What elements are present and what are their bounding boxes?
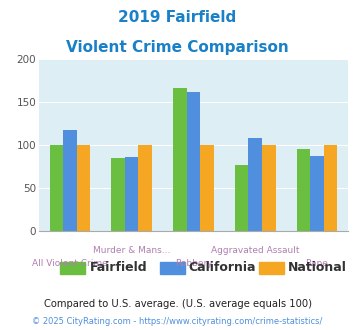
Bar [125, 157, 138, 231]
Text: Robbery: Robbery [175, 259, 212, 268]
Bar [50, 145, 63, 231]
Bar [200, 145, 214, 231]
Text: National: National [288, 261, 347, 275]
Bar [111, 158, 125, 231]
Text: Murder & Mans...: Murder & Mans... [93, 246, 170, 255]
Bar [262, 145, 275, 231]
Text: Aggravated Assault: Aggravated Assault [211, 246, 300, 255]
Text: Fairfield: Fairfield [89, 261, 147, 275]
Text: Rape: Rape [306, 259, 328, 268]
Bar [324, 145, 337, 231]
Text: California: California [189, 261, 256, 275]
Bar [248, 138, 262, 231]
Text: Compared to U.S. average. (U.S. average equals 100): Compared to U.S. average. (U.S. average … [44, 299, 311, 309]
Bar [235, 165, 248, 231]
Bar [77, 145, 90, 231]
Bar [297, 149, 310, 231]
Bar [63, 130, 77, 231]
Bar [138, 145, 152, 231]
Text: 2019 Fairfield: 2019 Fairfield [118, 10, 237, 25]
Bar [310, 156, 324, 231]
Text: All Violent Crime: All Violent Crime [32, 259, 108, 268]
Text: Violent Crime Comparison: Violent Crime Comparison [66, 40, 289, 54]
Text: © 2025 CityRating.com - https://www.cityrating.com/crime-statistics/: © 2025 CityRating.com - https://www.city… [32, 317, 323, 326]
Bar [187, 92, 200, 231]
Bar [173, 88, 187, 231]
